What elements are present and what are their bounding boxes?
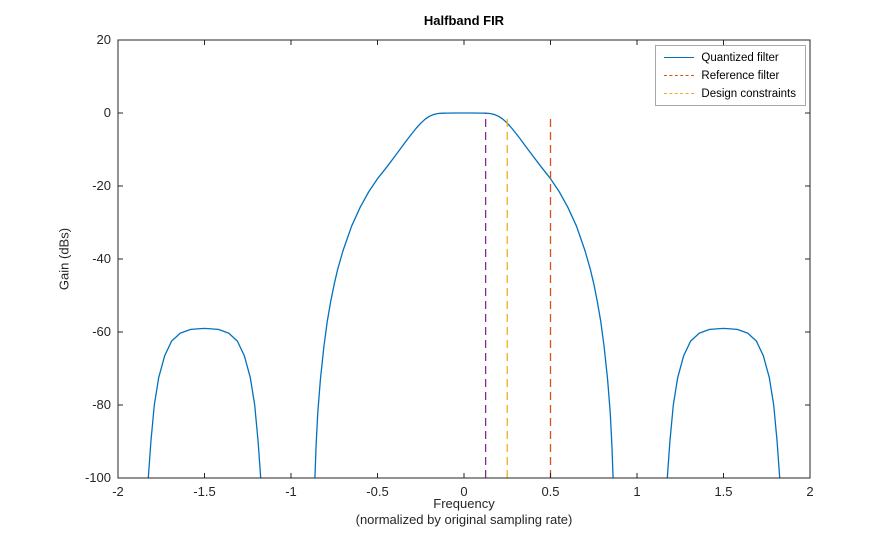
- legend-item-reference-filter: Reference filter: [664, 69, 796, 82]
- x-tick-label: 0.5: [541, 484, 559, 499]
- legend-item-design-constraints: Design constraints: [664, 87, 796, 100]
- x-tick-label: -0.5: [366, 484, 388, 499]
- series-quantized-filter: [314, 112, 614, 479]
- x-axis-label-line2: (normalized by original sampling rate): [355, 512, 573, 527]
- y-tick-label: -20: [92, 178, 111, 193]
- legend-line-sample-reference: [664, 75, 695, 76]
- legend-line-sample-constraints: [664, 93, 695, 94]
- legend-label: Design constraints: [701, 87, 796, 100]
- x-axis-label: Frequency (normalized by original sampli…: [118, 496, 810, 528]
- legend-line-sample-quantized: [664, 57, 695, 58]
- y-tick-label: 20: [97, 32, 111, 47]
- legend: Quantized filter Reference filter Design…: [655, 45, 806, 106]
- x-tick-label: 2: [806, 484, 813, 499]
- series-quantized-filter: [147, 327, 262, 479]
- x-tick-label: -1.5: [193, 484, 215, 499]
- x-tick-label: -2: [112, 484, 124, 499]
- x-tick-label: 1: [633, 484, 640, 499]
- y-tick-label: -40: [92, 251, 111, 266]
- x-tick-label: -1: [285, 484, 297, 499]
- y-tick-label: -60: [92, 324, 111, 339]
- series-quantized-filter: [666, 327, 781, 479]
- x-tick-label: 1.5: [714, 484, 732, 499]
- y-tick-label: -80: [92, 397, 111, 412]
- legend-item-quantized-filter: Quantized filter: [664, 51, 796, 64]
- y-tick-label: 0: [104, 105, 111, 120]
- legend-label: Reference filter: [701, 69, 780, 82]
- y-tick-label: -100: [85, 470, 111, 485]
- chart-title: Halfband FIR: [423, 13, 505, 28]
- x-tick-label: 0: [460, 484, 467, 499]
- legend-label: Quantized filter: [701, 51, 779, 64]
- x-axis-label-line1: Frequency: [433, 496, 495, 511]
